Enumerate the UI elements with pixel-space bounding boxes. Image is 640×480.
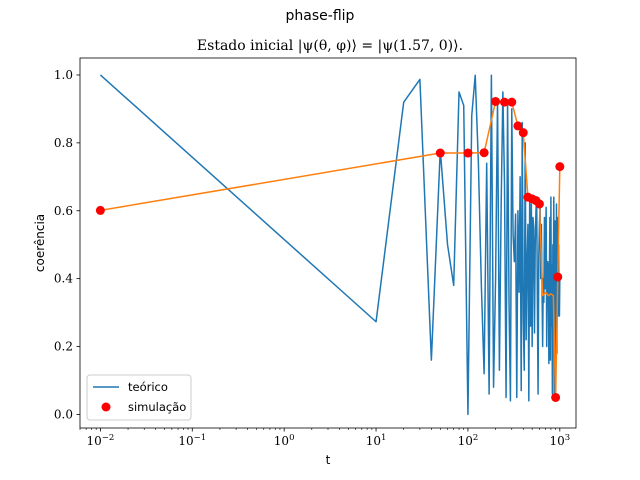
- plot-area: 10−2 10−1 100 101 102 103 0.0 0.2 0.4 0.6 0.8 1.0: [54, 57, 577, 448]
- x-tick-label: 10−2: [86, 433, 114, 448]
- x-axis: 10−2 10−1 100 101 102 103: [79, 428, 570, 448]
- x-tick-label: 102: [458, 433, 479, 448]
- x-tick-label: 103: [549, 433, 570, 448]
- y-tick-label: 0.0: [54, 407, 73, 421]
- x-tick-label: 101: [366, 433, 387, 448]
- y-tick-label: 0.6: [54, 204, 73, 218]
- x-tick-label: 10−1: [178, 433, 206, 448]
- x-axis-label: t: [326, 453, 331, 467]
- scatter-point-simulacao: [507, 97, 517, 107]
- scatter-point-simulacao: [551, 392, 561, 402]
- y-axis: 0.0 0.2 0.4 0.6 0.8 1.0: [54, 68, 80, 421]
- series-layer: [95, 74, 565, 416]
- chart-title: Estado inicial |ψ(θ, φ)⟩ = |ψ(1.57, 0)⟩.: [197, 38, 463, 54]
- scatter-point-simulacao: [499, 97, 509, 107]
- scatter-point-simulacao: [513, 121, 523, 131]
- scatter-point-simulacao: [534, 199, 544, 209]
- y-tick-label: 0.8: [54, 136, 73, 150]
- legend-label-simulacao: simulação: [128, 400, 186, 414]
- y-axis-label: coerência: [33, 214, 47, 272]
- legend: teórico simulação: [86, 374, 192, 421]
- scatter-point-simulacao: [518, 128, 528, 138]
- legend-label-teorico: teórico: [128, 380, 168, 394]
- y-tick-label: 0.4: [54, 272, 73, 286]
- scatter-point-simulacao: [491, 96, 501, 106]
- scatter-point-simulacao: [479, 148, 489, 158]
- scatter-point-simulacao: [435, 148, 445, 158]
- plot-frame: [80, 58, 576, 428]
- series-line-teorico: [99, 74, 561, 416]
- y-tick-label: 1.0: [54, 68, 73, 82]
- legend-marker-swatch: [101, 402, 111, 412]
- scatter-point-simulacao: [95, 205, 105, 215]
- x-tick-label: 100: [274, 433, 295, 448]
- figure-suptitle: phase-flip: [286, 8, 355, 24]
- y-tick-label: 0.2: [54, 340, 73, 354]
- scatter-point-simulacao: [555, 162, 565, 172]
- scatter-point-simulacao: [553, 272, 563, 282]
- scatter-point-simulacao: [463, 148, 473, 158]
